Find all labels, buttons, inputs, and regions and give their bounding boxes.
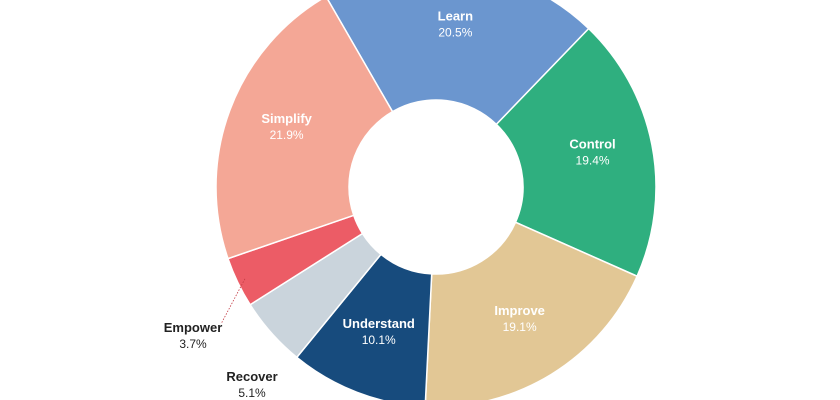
leader-line-empower — [220, 278, 246, 325]
slice-label-simplify: Simplify — [261, 111, 312, 126]
slice-label-control: Control — [569, 136, 615, 151]
slice-value-improve: 19.1% — [503, 320, 537, 334]
slice-label-recover: Recover — [226, 369, 277, 384]
slice-label-learn: Learn — [438, 9, 473, 24]
slice-label-understand: Understand — [343, 316, 415, 331]
slice-label-improve: Improve — [494, 303, 545, 318]
slice-learn[interactable] — [326, 0, 590, 126]
donut-slices — [215, 0, 657, 400]
slice-value-empower: 3.7% — [179, 337, 207, 351]
slice-label-empower: Empower — [164, 320, 223, 335]
slice-improve[interactable] — [424, 221, 639, 400]
slice-value-simplify: 21.9% — [270, 128, 304, 142]
slice-value-control: 19.4% — [576, 153, 610, 167]
slice-value-learn: 20.5% — [438, 26, 472, 40]
slice-value-recover: 5.1% — [238, 386, 266, 400]
slice-value-understand: 10.1% — [362, 333, 396, 347]
leader-lines — [220, 278, 246, 325]
slice-labels: Learn 20.5% Control 19.4% Improve 19.1% Unders… — [164, 9, 616, 400]
slice-simplify[interactable] — [215, 0, 394, 260]
slice-control[interactable] — [495, 27, 657, 278]
